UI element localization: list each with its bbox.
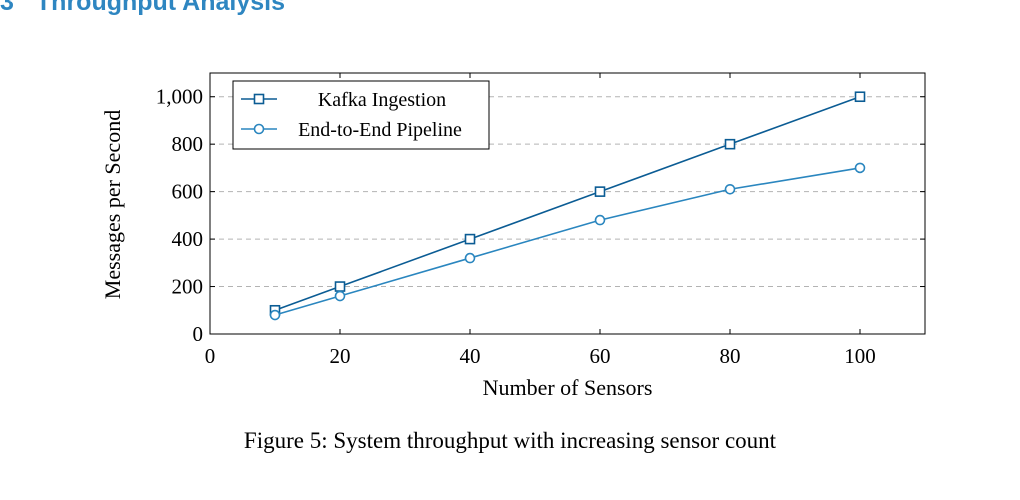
legend-item: Kafka Ingestion: [241, 89, 446, 111]
x-axis-label: Number of Sensors: [483, 375, 653, 400]
y-tick-label: 1,000: [156, 85, 203, 109]
x-tick-label: 60: [590, 344, 611, 368]
legend-label: Kafka Ingestion: [318, 89, 446, 111]
series-line: [274, 167, 861, 316]
section-number: 3: [0, 0, 14, 16]
y-tick-label: 600: [172, 180, 204, 204]
circle-marker: [724, 183, 736, 195]
section-heading: 3 Throughput Analysis: [0, 0, 285, 17]
circle-marker: [854, 162, 866, 174]
square-marker: [464, 233, 476, 245]
legend-label: End-to-End Pipeline: [298, 119, 462, 141]
y-tick-label: 0: [193, 322, 204, 346]
x-tick-label: 80: [720, 344, 741, 368]
x-tick-label: 0: [205, 344, 216, 368]
y-tick-label: 200: [172, 275, 204, 299]
legend: Kafka Ingestion End-to-End Pipeline: [232, 80, 490, 150]
circle-marker: [594, 214, 606, 226]
x-tick-label: 100: [844, 344, 876, 368]
figure-caption: Figure 5: System throughput with increas…: [243, 428, 777, 453]
square-marker: [724, 138, 736, 150]
circle-marker: [464, 252, 476, 264]
y-tick-label: 400: [172, 227, 204, 251]
square-marker: [334, 281, 346, 292]
legend-item: End-to-End Pipeline: [241, 119, 462, 141]
x-tick-label: 40: [460, 344, 481, 368]
series-line: [274, 95, 861, 312]
series-2: [269, 162, 866, 321]
y-tick-label: 800: [172, 132, 204, 156]
x-tick-label: 20: [330, 344, 351, 368]
plot-frame: [209, 72, 926, 335]
legend-box: [232, 80, 490, 150]
circle-marker: [269, 309, 281, 321]
square-marker: [253, 93, 265, 105]
series-layer: [269, 91, 866, 321]
square-marker: [854, 91, 866, 103]
axis-ticks: 0 20 40 60 80 100 0 200 400 600 800 1,000: [156, 73, 925, 368]
series-1: [269, 91, 866, 316]
y-axis-label: Messages per Second: [100, 110, 125, 299]
circle-marker: [253, 123, 265, 135]
section-title: Throughput Analysis: [35, 0, 285, 16]
circle-marker: [334, 290, 346, 302]
square-marker: [594, 186, 606, 197]
